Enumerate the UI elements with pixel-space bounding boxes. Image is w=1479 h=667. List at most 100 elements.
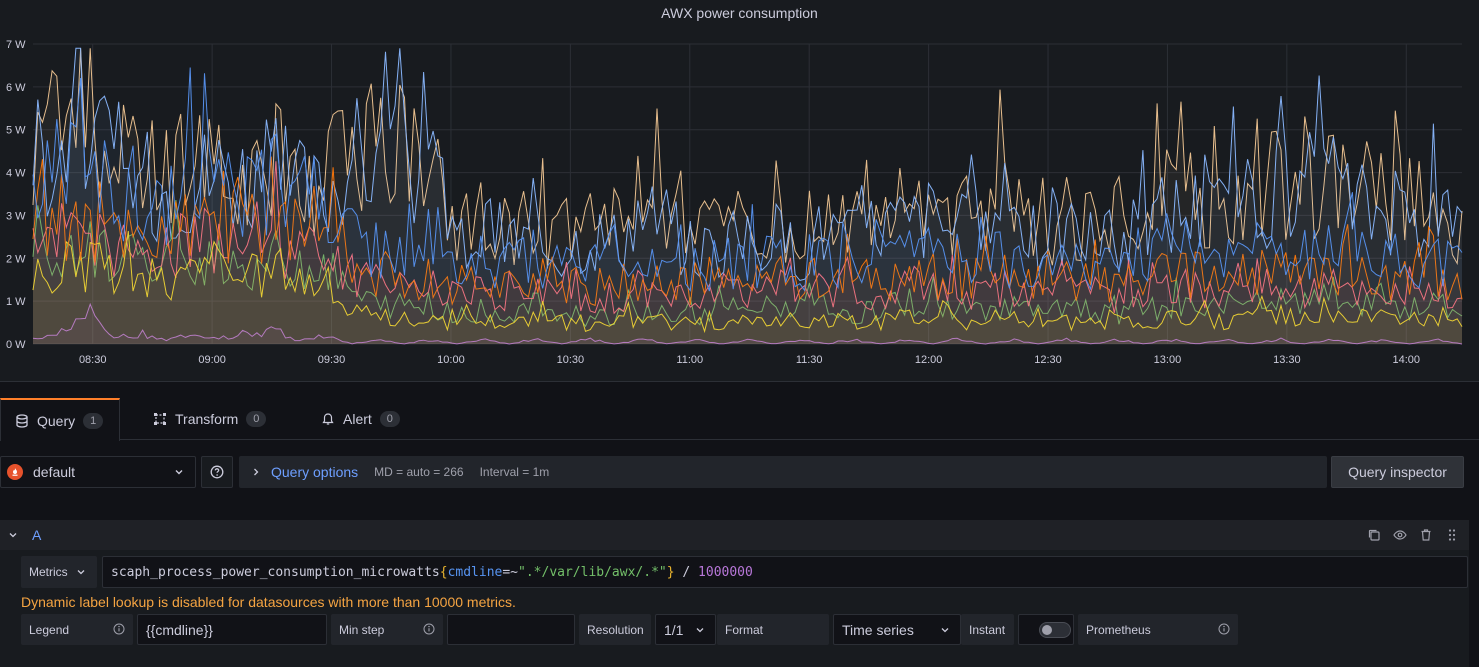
trash-icon[interactable] [1419,528,1433,542]
y-tick-label: 0 W [6,339,26,351]
expr-open-brace: { [439,564,448,580]
question-circle-icon [210,465,224,479]
tab-transform-label: Transform [175,411,239,427]
format-value: Time series [842,621,914,638]
min-step-input[interactable] [447,614,575,645]
prometheus-label: Prometheus [1078,614,1238,645]
datasource-row: default Query options MD = auto = 266 In… [0,455,1479,489]
x-tick-label: 13:30 [1273,354,1301,366]
series-area [33,67,1462,344]
datasource-picker[interactable]: default [0,456,196,488]
datasource-help-button[interactable] [201,456,233,488]
x-tick-label: 10:00 [437,354,465,366]
prometheus-label-text: Prometheus [1086,622,1151,637]
expr-operator: =~ [502,564,519,580]
series-area [33,231,1462,344]
x-tick-label: 11:30 [796,354,823,366]
chevron-down-icon [77,570,85,575]
x-tick-label: 10:30 [557,354,585,366]
query-row-header[interactable]: A [0,520,1469,550]
graph-panel: AWX power consumption 0 W 1 W 2 W 3 W 4 W 5 W… [0,5,1479,382]
series-line [32,67,1463,292]
info-icon[interactable] [113,623,125,635]
series-line [32,161,1463,315]
query-options-interval: Interval = 1m [479,465,550,479]
y-tick-label: 2 W [6,253,26,265]
tab-transform-count: 0 [246,411,267,427]
tab-alert-count: 0 [379,411,400,427]
tab-alert-label: Alert [343,411,372,427]
query-options-title: Query options [271,464,359,480]
chevron-right-icon [254,468,259,476]
y-tick-label: 4 W [6,168,26,180]
series-area [33,161,1462,344]
y-tick-label: 5 W [6,125,26,137]
format-label: Format [717,614,829,645]
chevron-down-icon [9,533,17,538]
instant-toggle-wrap [1018,614,1074,645]
x-tick-label: 08:30 [79,354,107,366]
query-row-actions [1367,528,1459,542]
format-select[interactable]: Time series [833,614,961,645]
eye-icon[interactable] [1393,528,1407,542]
prometheus-icon [7,464,23,480]
series-line [32,199,1463,328]
x-tick-label: 09:30 [318,354,346,366]
series-line [32,47,1463,281]
query-options-toggle[interactable]: Query options MD = auto = 266 Interval =… [239,456,1327,488]
chevron-down-icon [941,628,949,633]
tab-transform[interactable]: Transform 0 [139,398,280,440]
expr-number: 1000000 [698,564,753,580]
expr-metric: scaph_process_power_consumption_microwat… [111,564,440,580]
chevron-down-icon [696,628,704,633]
tab-query-count: 1 [83,412,104,429]
transform-icon [154,413,166,425]
query-inspector-button[interactable]: Query inspector [1331,456,1464,488]
editor-tabs: Query 1 Transform 0 Alert 0 [0,398,1479,441]
instant-toggle[interactable] [1039,622,1071,638]
expr-value: ".*/var/lib/awx/.*" [518,564,667,580]
y-tick-label: 7 W [6,39,26,51]
x-tick-label: 09:00 [198,354,226,366]
datasource-name: default [33,464,76,480]
min-step-label-text: Min step [339,622,385,637]
query-ref-id: A [32,527,42,543]
tab-query[interactable]: Query 1 [0,398,120,441]
legend-input[interactable]: {{cmdline}} [137,614,327,645]
tab-alert[interactable]: Alert 0 [307,398,414,440]
promql-query-input[interactable]: scaph_process_power_consumption_microwat… [102,556,1468,588]
tab-query-label: Query [37,412,76,429]
series-area [33,156,1462,344]
label-lookup-warning: Dynamic label lookup is disabled for dat… [21,594,516,610]
expr-label: cmdline [447,564,503,580]
copy-icon[interactable] [1367,528,1381,542]
x-tick-label: 13:00 [1154,354,1182,366]
expr-divide: / [674,564,699,580]
x-tick-label: 12:30 [1034,354,1062,366]
series-line [32,230,1463,334]
x-tick-label: 14:00 [1393,354,1421,366]
metrics-browser-button[interactable]: Metrics [21,556,97,588]
y-tick-label: 6 W [6,82,26,94]
resolution-label: Resolution [579,614,651,645]
query-editor-body: Metrics scaph_process_power_consumption_… [0,550,1469,667]
power-consumption-chart[interactable]: 0 W 1 W 2 W 3 W 4 W 5 W 6 W 7 W 08:30 09:00 09:30 1… [0,30,1479,370]
drag-handle-icon[interactable] [1445,528,1459,542]
legend-label: Legend [21,614,133,645]
info-icon[interactable] [423,623,435,635]
info-icon[interactable] [1218,623,1230,635]
series-area [33,200,1462,344]
metrics-label: Metrics [29,565,68,579]
query-options-md: MD = auto = 266 [374,465,464,479]
series-line [32,302,1463,345]
resolution-select[interactable]: 1/1 [655,614,716,645]
resolution-value: 1/1 [664,621,684,638]
x-tick-label: 11:00 [676,354,703,366]
series-area [33,304,1462,344]
expr-close-brace: } [666,564,675,580]
chevron-down-icon [175,470,183,475]
legend-label-text: Legend [29,622,70,637]
y-tick-label: 1 W [6,296,26,308]
instant-label: Instant [961,614,1014,645]
series-line [32,156,1463,307]
